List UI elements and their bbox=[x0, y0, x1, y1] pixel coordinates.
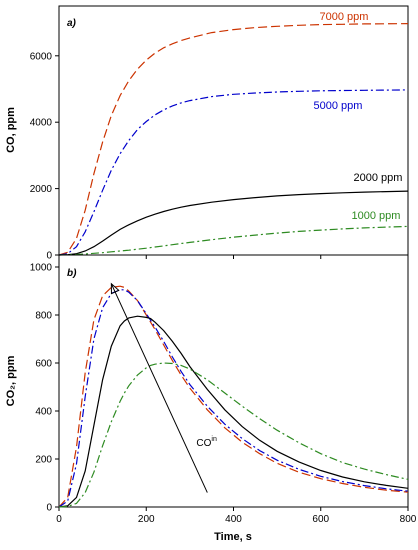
panel-a-ytick-label-2000: 2000 bbox=[30, 184, 53, 195]
panel-b-ytick-label-400: 400 bbox=[35, 407, 52, 418]
panel-b-ytick-label-800: 800 bbox=[35, 311, 52, 322]
series-label-2000-ppm: 2000 ppm bbox=[354, 172, 403, 184]
series-label-5000-ppm: 5000 ppm bbox=[314, 100, 363, 112]
panel-b-series-5000-ppm bbox=[58, 289, 409, 508]
panel-a-ylabel: CO, ppm bbox=[5, 107, 17, 153]
series-label-1000-ppm: 1000 ppm bbox=[352, 210, 401, 222]
co-in-label: COin bbox=[196, 436, 217, 449]
panel-a-series-2000-ppm bbox=[58, 190, 409, 256]
panel-a-yticks: 0 2000 4000 6000 bbox=[30, 51, 59, 262]
panel-b-series-7000-ppm bbox=[58, 285, 409, 508]
panel-b-ytick-label-600: 600 bbox=[35, 359, 52, 370]
panel-a-ytick-label-6000: 6000 bbox=[30, 51, 53, 62]
panel-b-xticks: 0 200 400 600 800 bbox=[56, 507, 417, 525]
panel-b-xtick-label-800: 800 bbox=[400, 514, 417, 525]
panel-b-xlabel: Time, s bbox=[214, 531, 252, 543]
co-in-label-main: CO bbox=[196, 438, 211, 449]
panel-b-ylabel: CO₂, ppm bbox=[5, 355, 17, 406]
panel-a-series-1000-ppm bbox=[58, 225, 409, 256]
panel-b-xtick-label-200: 200 bbox=[138, 514, 155, 525]
series-label-7000-ppm: 7000 ppm bbox=[320, 11, 369, 23]
panel-a-ytick-label-0: 0 bbox=[46, 251, 52, 262]
co-in-annotation: COin bbox=[110, 282, 217, 493]
panel-b-label: b) bbox=[67, 268, 77, 279]
panel-a-series bbox=[58, 23, 409, 256]
panel-a: a) 0 2000 4000 6000 7000 ppm 5000 ppm 2000 … bbox=[5, 5, 409, 262]
panel-b-yticks: 0 200 400 600 800 1000 bbox=[30, 263, 59, 514]
panel-a-ytick-label-4000: 4000 bbox=[30, 118, 53, 129]
co-in-label-sup: in bbox=[211, 436, 217, 443]
panel-b-xtick-label-400: 400 bbox=[225, 514, 242, 525]
panel-b-xtick-label-0: 0 bbox=[56, 514, 62, 525]
panel-a-label: a) bbox=[67, 18, 77, 29]
panel-a-xticks bbox=[58, 255, 409, 259]
panel-b-series-2000-ppm bbox=[58, 315, 409, 508]
panel-b-ytick-label-200: 200 bbox=[35, 455, 52, 466]
co-in-arrow-head bbox=[110, 282, 120, 295]
panel-a-series-7000-ppm bbox=[58, 23, 409, 256]
co-in-arrow-line bbox=[110, 283, 208, 493]
panel-a-series-labels: 7000 ppm 5000 ppm 2000 ppm 1000 ppm bbox=[314, 11, 403, 222]
panel-b-ytick-label-1000: 1000 bbox=[30, 263, 53, 274]
panel-b-xtick-label-600: 600 bbox=[312, 514, 329, 525]
panel-b-series bbox=[58, 285, 409, 508]
panel-b-ytick-label-0: 0 bbox=[46, 503, 52, 514]
panel-b-series-1000-ppm bbox=[58, 362, 409, 508]
panel-a-series-5000-ppm bbox=[58, 89, 409, 256]
